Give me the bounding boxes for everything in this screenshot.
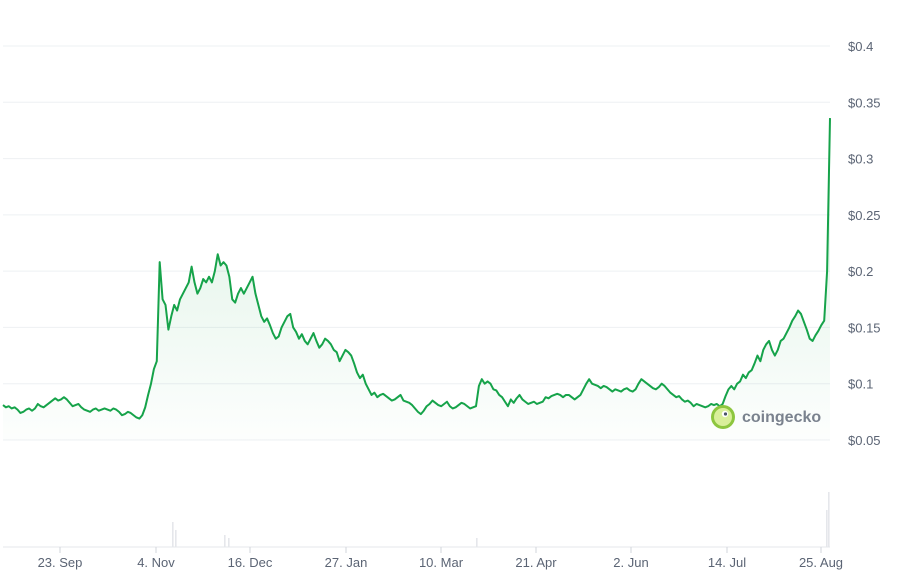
y-tick-label: $0.1 — [848, 377, 873, 392]
y-axis: $0.4 $0.35 $0.3 $0.25 $0.2 $0.15 $0.1 $0.05 — [848, 39, 881, 448]
y-tick-label: $0.35 — [848, 95, 881, 110]
volume-bar — [826, 510, 828, 547]
y-tick-label: $0.15 — [848, 320, 881, 335]
watermark-text: coingecko — [742, 409, 821, 426]
x-axis: 23. Sep 4. Nov 16. Dec 27. Jan 10. Mar 21. Ap… — [38, 547, 843, 570]
y-tick-label: $0.2 — [848, 264, 873, 279]
x-tick-label: 25. Aug — [799, 555, 843, 570]
x-tick-label: 14. Jul — [708, 555, 746, 570]
x-tick-label: 10. Mar — [419, 555, 464, 570]
y-tick-label: $0.3 — [848, 152, 873, 167]
volume-bars — [172, 492, 830, 547]
x-tick-label: 2. Jun — [613, 555, 648, 570]
coingecko-logo-icon — [711, 405, 735, 429]
x-tick-label: 21. Apr — [515, 555, 557, 570]
coingecko-watermark: coingecko — [711, 405, 821, 429]
volume-bar — [175, 530, 177, 547]
x-tick-label: 16. Dec — [228, 555, 273, 570]
y-tick-label: $0.05 — [848, 433, 881, 448]
volume-bar — [476, 538, 478, 547]
volume-bar — [828, 492, 830, 547]
y-tick-label: $0.4 — [848, 39, 873, 54]
grid-lines — [3, 45, 830, 548]
volume-bar — [228, 538, 230, 547]
price-line — [2, 118, 831, 420]
volume-bar — [224, 535, 226, 547]
volume-bar — [172, 522, 174, 547]
x-tick-label: 23. Sep — [38, 555, 83, 570]
x-tick-label: 4. Nov — [137, 555, 175, 570]
x-tick-label: 27. Jan — [325, 555, 368, 570]
price-area-fill — [3, 118, 830, 441]
y-tick-label: $0.25 — [848, 208, 881, 223]
